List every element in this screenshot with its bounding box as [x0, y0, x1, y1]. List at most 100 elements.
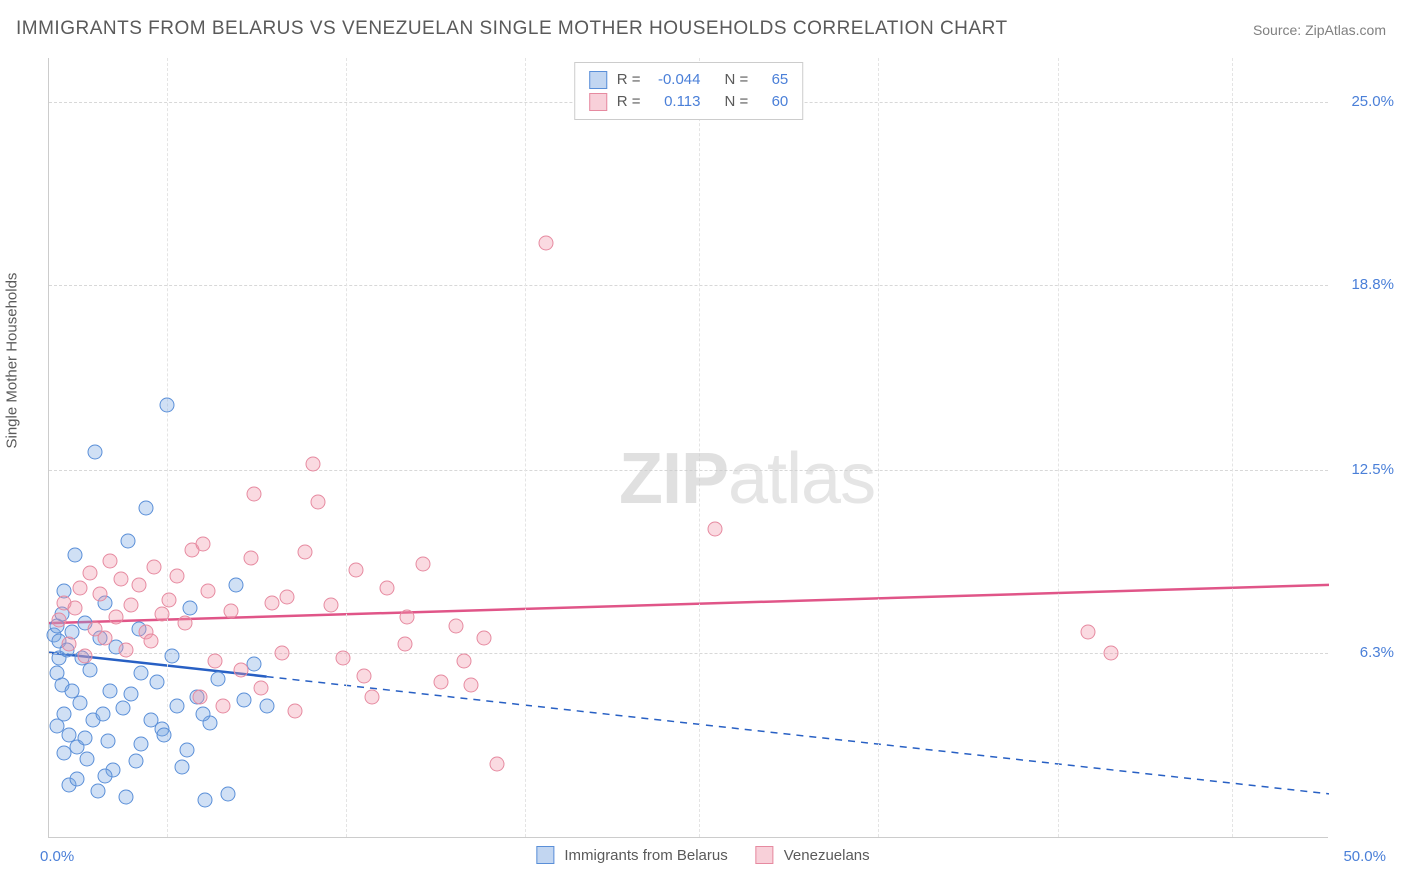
scatter-point-pink — [67, 601, 82, 616]
scatter-point-pink — [123, 598, 138, 613]
scatter-point-pink — [323, 598, 338, 613]
bottom-legend: Immigrants from Belarus Venezuelans — [536, 846, 869, 864]
scatter-point-pink — [131, 577, 146, 592]
scatter-point-blue — [123, 686, 138, 701]
n-value: 60 — [760, 91, 788, 113]
scatter-point-pink — [397, 636, 412, 651]
legend-item: Venezuelans — [756, 846, 870, 864]
scatter-point-blue — [98, 769, 113, 784]
gridline-v — [525, 58, 526, 837]
scatter-point-pink — [254, 680, 269, 695]
scatter-point-blue — [259, 698, 274, 713]
scatter-point-pink — [108, 610, 123, 625]
scatter-point-blue — [170, 698, 185, 713]
scatter-point-blue — [57, 745, 72, 760]
scatter-point-pink — [170, 569, 185, 584]
scatter-point-blue — [149, 675, 164, 690]
n-label: N = — [725, 91, 749, 113]
scatter-point-pink — [305, 457, 320, 472]
scatter-point-blue — [175, 760, 190, 775]
scatter-point-blue — [70, 772, 85, 787]
scatter-point-pink — [234, 663, 249, 678]
scatter-point-pink — [208, 654, 223, 669]
scatter-point-blue — [103, 683, 118, 698]
gridline-v — [346, 58, 347, 837]
r-value: 0.113 — [649, 91, 701, 113]
n-label: N = — [725, 69, 749, 91]
scatter-point-pink — [356, 669, 371, 684]
watermark-light: atlas — [728, 439, 875, 519]
gridline-v — [167, 58, 168, 837]
r-label: R = — [617, 69, 641, 91]
gridline-h — [49, 470, 1328, 471]
scatter-point-pink — [93, 586, 108, 601]
x-tick-min: 0.0% — [40, 848, 74, 865]
scatter-point-blue — [246, 657, 261, 672]
scatter-point-blue — [180, 742, 195, 757]
scatter-point-pink — [113, 571, 128, 586]
scatter-point-blue — [82, 663, 97, 678]
scatter-point-pink — [118, 642, 133, 657]
scatter-point-pink — [264, 595, 279, 610]
scatter-point-pink — [287, 704, 302, 719]
gridline-h — [49, 285, 1328, 286]
trend-svg — [49, 58, 1329, 838]
gridline-v — [878, 58, 879, 837]
scatter-point-pink — [274, 645, 289, 660]
scatter-point-pink — [280, 589, 295, 604]
scatter-point-blue — [95, 707, 110, 722]
scatter-point-blue — [80, 751, 95, 766]
watermark: ZIPatlas — [619, 438, 875, 520]
scatter-point-pink — [538, 236, 553, 251]
scatter-point-pink — [246, 486, 261, 501]
scatter-point-pink — [77, 648, 92, 663]
scatter-point-pink — [349, 563, 364, 578]
scatter-point-pink — [98, 630, 113, 645]
scatter-point-blue — [118, 789, 133, 804]
scatter-point-pink — [400, 610, 415, 625]
stats-row: R = 0.113 N = 60 — [589, 91, 789, 113]
gridline-v — [699, 58, 700, 837]
stats-box: R = -0.044 N = 65 R = 0.113 N = 60 — [574, 62, 804, 120]
scatter-point-pink — [298, 545, 313, 560]
scatter-point-pink — [144, 633, 159, 648]
scatter-point-pink — [52, 613, 67, 628]
scatter-point-pink — [449, 619, 464, 634]
scatter-point-pink — [1081, 624, 1096, 639]
plot-area: ZIPatlas R = -0.044 N = 65 R = 0.113 N = 60 — [48, 58, 1328, 838]
y-tick-label: 25.0% — [1351, 93, 1394, 110]
scatter-point-blue — [210, 672, 225, 687]
scatter-point-blue — [129, 754, 144, 769]
legend-swatch-pink — [756, 846, 774, 864]
scatter-point-pink — [146, 560, 161, 575]
legend-swatch-blue — [589, 71, 607, 89]
n-value: 65 — [760, 69, 788, 91]
gridline-h — [49, 653, 1328, 654]
scatter-point-blue — [139, 501, 154, 516]
y-tick-label: 12.5% — [1351, 461, 1394, 478]
legend-label: Immigrants from Belarus — [564, 847, 727, 864]
y-tick-label: 18.8% — [1351, 276, 1394, 293]
y-axis-label: Single Mother Households — [4, 273, 21, 449]
scatter-point-blue — [182, 601, 197, 616]
scatter-point-blue — [157, 727, 172, 742]
scatter-point-blue — [134, 666, 149, 681]
stats-row: R = -0.044 N = 65 — [589, 69, 789, 91]
scatter-point-pink — [477, 630, 492, 645]
scatter-point-blue — [228, 577, 243, 592]
scatter-point-pink — [82, 566, 97, 581]
scatter-point-pink — [195, 536, 210, 551]
scatter-point-blue — [198, 792, 213, 807]
scatter-point-pink — [707, 521, 722, 536]
scatter-point-pink — [103, 554, 118, 569]
scatter-point-pink — [490, 757, 505, 772]
chart-title: IMMIGRANTS FROM BELARUS VS VENEZUELAN SI… — [16, 18, 1008, 40]
gridline-v — [1058, 58, 1059, 837]
r-label: R = — [617, 91, 641, 113]
scatter-point-blue — [195, 707, 210, 722]
scatter-point-pink — [162, 592, 177, 607]
scatter-point-pink — [244, 551, 259, 566]
x-tick-max: 50.0% — [1343, 848, 1386, 865]
r-value: -0.044 — [649, 69, 701, 91]
scatter-point-blue — [236, 692, 251, 707]
